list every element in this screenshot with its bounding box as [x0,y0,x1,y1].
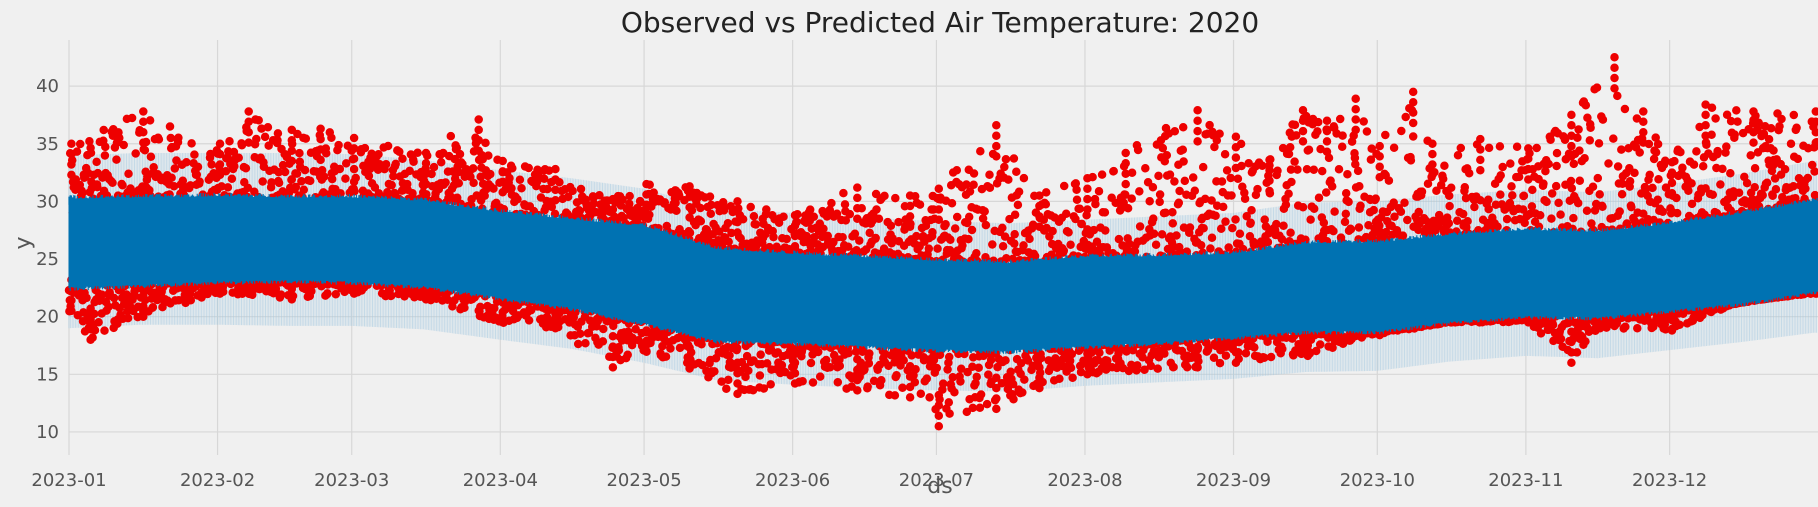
x-tick-label: 2023-11 [1488,470,1563,491]
x-tick-label: 2023-08 [1047,470,1122,491]
x-tick-label: 2023-02 [180,470,255,491]
x-tick-label: 2023-01 [31,470,106,491]
x-tick-label: 2023-09 [1196,470,1271,491]
x-tick-label: 2023-12 [1632,470,1707,491]
y-tick-label: 25 [36,249,59,270]
y-tick-label: 40 [36,76,59,97]
y-tick-labels: 10 15 20 25 30 35 40 [36,76,59,443]
y-axis-label: y [11,236,36,249]
y-tick-label: 20 [36,307,59,328]
x-axis-label: ds [927,474,952,499]
predicted-edge-texture [68,192,1818,354]
x-tick-label: 2023-03 [314,470,389,491]
y-tick-label: 10 [36,422,59,443]
x-tick-label: 2023-10 [1340,470,1415,491]
x-tick-label: 2023-05 [606,470,681,491]
predicted-band [68,192,1818,354]
y-tick-label: 35 [36,134,59,155]
x-tick-labels: 2023-01 2023-02 2023-03 2023-04 2023-05 2023-… [31,470,1707,491]
x-tick-label: 2023-04 [463,470,538,491]
y-tick-label: 15 [36,364,59,385]
x-tick-label: 2023-06 [755,470,830,491]
chart-title: Observed vs Predicted Air Temperature: 2… [621,6,1259,39]
x-tick-label: 2023-07 [899,470,974,491]
y-tick-label: 30 [36,191,59,212]
